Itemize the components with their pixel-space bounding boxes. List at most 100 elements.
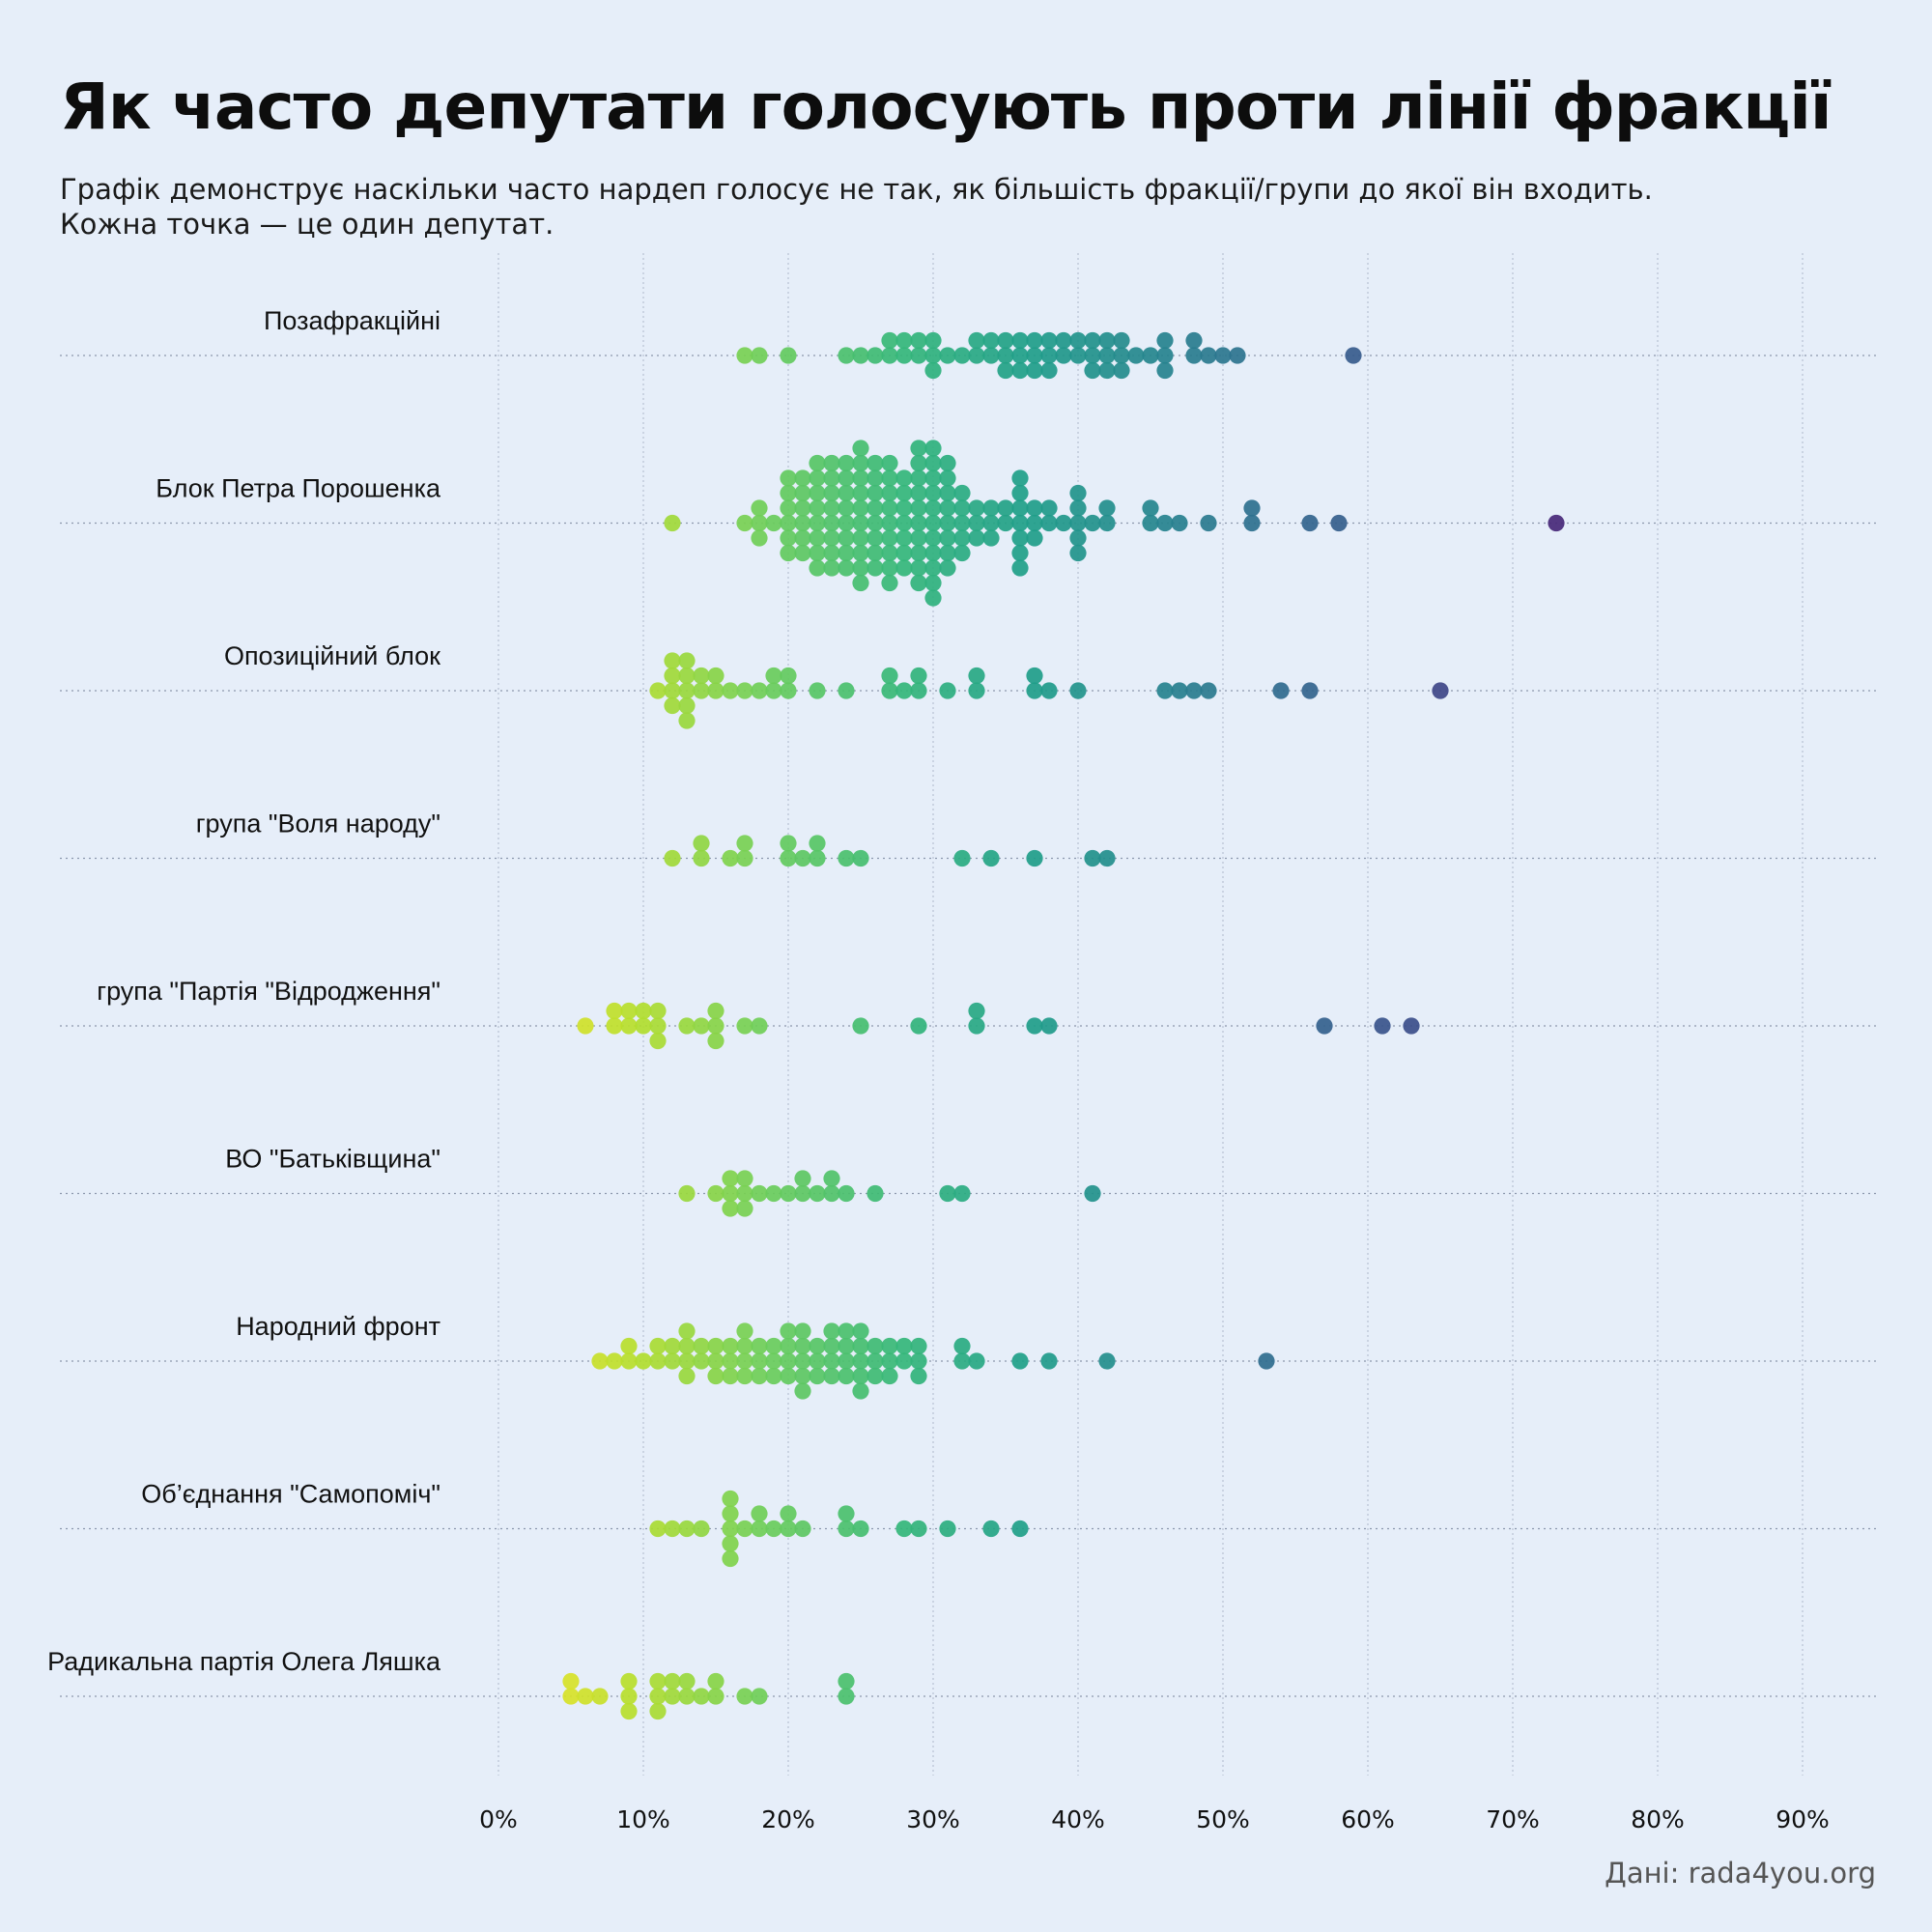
data-point	[924, 484, 942, 502]
data-point	[982, 499, 1000, 517]
data-point	[881, 331, 898, 350]
data-point	[809, 544, 826, 562]
row-label: Народний фронт	[236, 1312, 440, 1341]
data-point	[838, 1672, 855, 1690]
data-point	[780, 667, 797, 685]
data-point	[1156, 361, 1174, 380]
data-point	[910, 667, 927, 685]
data-point	[809, 499, 826, 517]
data-point	[751, 1184, 768, 1203]
data-point	[678, 1337, 696, 1355]
data-point	[707, 1352, 724, 1370]
data-point	[1345, 347, 1362, 364]
data-point	[939, 682, 956, 699]
data-point	[693, 835, 710, 852]
data-point	[722, 1184, 739, 1203]
data-point	[707, 1337, 724, 1355]
data-point	[751, 514, 768, 532]
data-point	[678, 652, 696, 669]
data-point	[895, 544, 913, 562]
data-point	[982, 529, 1000, 547]
data-point	[838, 1337, 855, 1355]
data-point	[881, 454, 898, 472]
data-point	[852, 544, 869, 562]
data-point	[838, 1688, 855, 1705]
data-point	[838, 469, 855, 487]
data-point	[838, 454, 855, 472]
data-point	[649, 682, 667, 699]
data-point	[678, 1367, 696, 1385]
data-point	[1069, 499, 1087, 517]
data-point	[1098, 1352, 1116, 1370]
data-point	[881, 1337, 898, 1355]
data-point	[1171, 682, 1188, 699]
data-point	[939, 347, 956, 364]
data-point	[707, 1032, 724, 1050]
data-point	[649, 1688, 667, 1705]
data-point	[881, 682, 898, 699]
data-point	[968, 529, 985, 547]
data-point	[620, 1337, 638, 1355]
data-point	[664, 1337, 681, 1355]
data-point	[794, 544, 811, 562]
data-point	[649, 1702, 667, 1720]
data-point	[809, 529, 826, 547]
data-point	[809, 682, 826, 699]
data-point	[1026, 529, 1043, 547]
data-point	[780, 544, 797, 562]
data-point	[780, 849, 797, 867]
data-point	[1171, 514, 1188, 532]
data-point	[1229, 347, 1246, 364]
data-point	[1011, 559, 1029, 577]
data-point	[1040, 499, 1058, 517]
data-point	[968, 667, 985, 685]
row-label: Позафракційні	[264, 306, 440, 335]
data-point	[577, 1017, 594, 1035]
data-point	[794, 1520, 811, 1538]
data-point	[1040, 514, 1058, 532]
chart-title: Як часто депутати голосують проти лінії …	[60, 70, 1833, 144]
data-point	[1098, 361, 1116, 380]
data-point	[852, 1367, 869, 1385]
data-point	[838, 1505, 855, 1522]
data-point	[794, 1382, 811, 1400]
data-point	[707, 1672, 724, 1690]
data-point	[794, 1322, 811, 1340]
data-point	[968, 514, 985, 532]
data-point	[1098, 849, 1116, 867]
data-point	[852, 347, 869, 364]
data-point	[649, 1032, 667, 1050]
data-point	[1127, 347, 1145, 364]
data-point	[751, 1505, 768, 1522]
row-baselines	[60, 355, 1876, 1697]
data-point	[838, 849, 855, 867]
data-point	[881, 667, 898, 685]
data-point	[765, 1367, 782, 1385]
data-point	[1026, 667, 1043, 685]
data-point	[751, 1688, 768, 1705]
row-label: Блок Петра Порошенка	[156, 474, 441, 503]
data-point	[707, 1002, 724, 1020]
data-point	[1272, 682, 1290, 699]
data-point	[867, 1367, 884, 1385]
data-point	[678, 1352, 696, 1370]
data-point	[780, 1367, 797, 1385]
data-point	[794, 469, 811, 487]
data-point	[780, 499, 797, 517]
data-point	[780, 514, 797, 532]
data-point	[953, 499, 971, 517]
data-point	[606, 1017, 623, 1035]
data-point	[809, 484, 826, 502]
data-point	[736, 835, 753, 852]
data-point	[895, 484, 913, 502]
data-point	[678, 1672, 696, 1690]
data-point	[939, 514, 956, 532]
data-point	[1040, 347, 1058, 364]
data-point	[953, 484, 971, 502]
data-point	[1055, 514, 1072, 532]
data-point	[910, 469, 927, 487]
data-point	[924, 440, 942, 457]
data-point	[910, 1337, 927, 1355]
data-point	[693, 1688, 710, 1705]
data-point	[953, 1337, 971, 1355]
